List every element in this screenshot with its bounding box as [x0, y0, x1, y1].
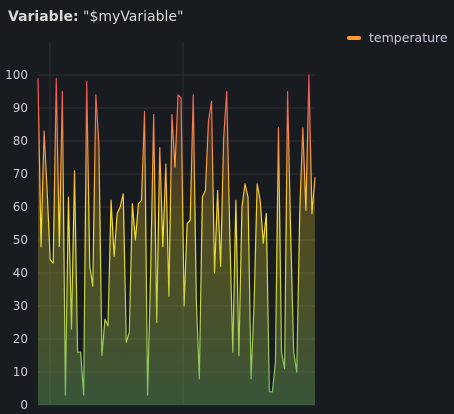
legend-series-label[interactable]: temperature: [369, 30, 448, 45]
panel-title-label: Variable:: [8, 9, 79, 25]
y-axis: 0 10 20 30 40 50 60 70 80 90 100: [5, 68, 28, 412]
panel-title[interactable]: Variable: "$myVariable": [8, 9, 183, 25]
y-tick-label: 40: [13, 266, 28, 280]
y-tick-label: 0: [20, 398, 28, 412]
legend: temperature: [347, 30, 448, 45]
y-tick-label: 100: [5, 68, 28, 82]
legend-swatch: [347, 35, 361, 40]
y-tick-label: 10: [13, 365, 28, 379]
y-tick-label: 20: [13, 332, 28, 346]
y-tick-label: 90: [13, 101, 28, 115]
y-tick-label: 30: [13, 299, 28, 313]
y-tick-label: 50: [13, 233, 28, 247]
series-area-temperature: [38, 75, 315, 405]
y-tick-label: 80: [13, 134, 28, 148]
panel-title-value: "$myVariable": [83, 9, 184, 25]
y-tick-label: 60: [13, 200, 28, 214]
y-tick-label: 70: [13, 167, 28, 181]
series-line-temperature[interactable]: [37, 74, 316, 396]
